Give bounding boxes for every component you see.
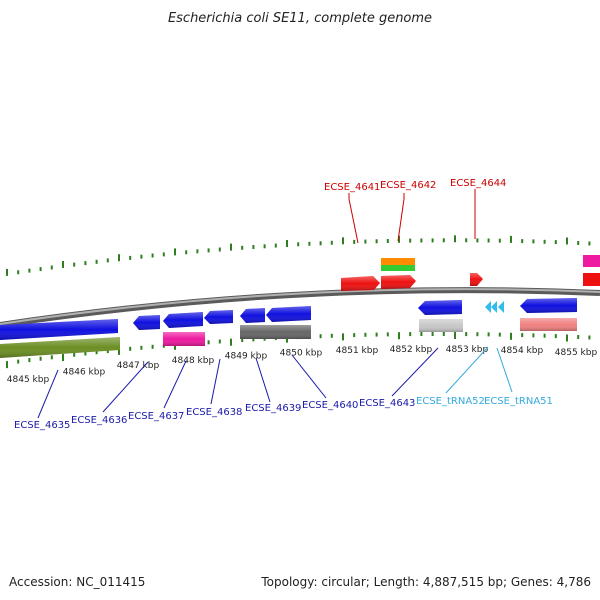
label-ecse-4644[interactable]: ECSE_4644: [450, 178, 506, 189]
kbp-label: 4849 kbp: [225, 352, 268, 362]
kbp-label: 4850 kbp: [280, 349, 323, 359]
trna-arrow-3[interactable]: [498, 301, 504, 313]
genome-title: Escherichia coli SE11, complete genome: [168, 11, 432, 26]
label-ecse-4639[interactable]: ECSE_4639: [245, 403, 301, 414]
feature-orange: [381, 258, 415, 265]
kbp-label: 4848 kbp: [172, 356, 215, 366]
kbp-label: 4851 kbp: [336, 346, 379, 356]
label-ecse-4637[interactable]: ECSE_4637: [128, 411, 184, 422]
backbone-highlight: [0, 288, 600, 325]
topology-text: Topology: circular; Length: 4,887,515 bp…: [260, 575, 591, 589]
trna-arrow-2[interactable]: [491, 301, 497, 313]
label-ecse-4641[interactable]: ECSE_4641: [324, 182, 380, 193]
kbp-label: 4846 kbp: [63, 367, 106, 377]
feature-labels: ECSE_4641 ECSE_4642 ECSE_4644 ECSE_4635 …: [14, 178, 553, 431]
label-ecse-4642[interactable]: ECSE_4642: [380, 180, 436, 191]
kbp-label: 4847 kbp: [117, 361, 160, 371]
label-ecse-trna52[interactable]: ECSE_tRNA52: [416, 396, 485, 407]
feature-green: [381, 265, 415, 271]
label-ecse-4643[interactable]: ECSE_4643: [359, 398, 415, 409]
outer-tick-row: [6, 235, 591, 276]
kbp-label: 4852 kbp: [390, 345, 433, 355]
kbp-scale: 4845 kbp 4846 kbp 4847 kbp 4848 kbp 4849 kbp…: [7, 345, 598, 385]
feature-magenta-edge: [583, 255, 600, 267]
label-ecse-4640[interactable]: ECSE_4640: [302, 400, 358, 411]
trna-arrow-1[interactable]: [485, 301, 491, 313]
kbp-label: 4854 kbp: [501, 346, 544, 356]
forward-strand-features: [341, 255, 600, 291]
label-ecse-4636[interactable]: ECSE_4636: [71, 415, 127, 426]
reverse-strand-features: [0, 298, 577, 358]
kbp-label: 4855 kbp: [555, 348, 598, 358]
label-ecse-4638[interactable]: ECSE_4638: [186, 407, 242, 418]
kbp-label: 4853 kbp: [446, 345, 489, 355]
label-ecse-trna51[interactable]: ECSE_tRNA51: [484, 396, 553, 407]
kbp-label: 4845 kbp: [7, 375, 50, 385]
leader-lines: [37, 189, 513, 419]
accession-text: Accession: NC_011415: [9, 575, 145, 589]
gene-red-edge[interactable]: [583, 273, 600, 286]
backbone-dark: [0, 287, 600, 328]
label-ecse-4635[interactable]: ECSE_4635: [14, 420, 70, 431]
